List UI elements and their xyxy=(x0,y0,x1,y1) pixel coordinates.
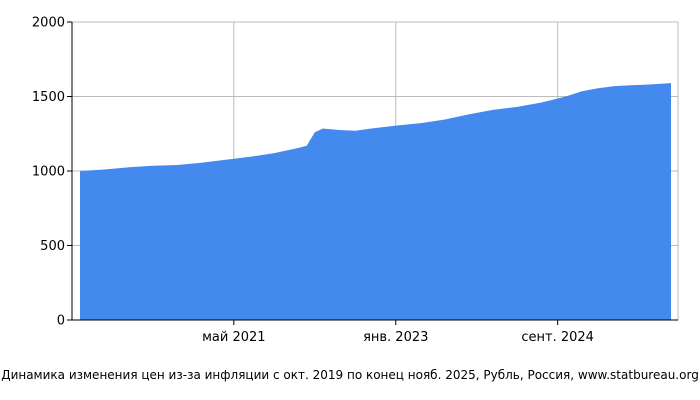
series-area xyxy=(80,83,671,320)
chart-caption: Динамика изменения цен из-за инфляции с … xyxy=(1,368,699,382)
axes: 0 500 1000 1500 2000 май 2021 янв. 2023 сент. 2… xyxy=(32,16,678,345)
y-tick-label: 0 xyxy=(57,314,65,329)
x-tick-label: май 2021 xyxy=(202,330,265,345)
x-tick-label: сент. 2024 xyxy=(521,330,594,345)
x-tick-label: янв. 2023 xyxy=(363,330,428,345)
y-tick-label: 1000 xyxy=(32,165,65,180)
y-tick-label: 1500 xyxy=(32,90,65,105)
y-tick-label: 2000 xyxy=(32,16,65,31)
y-tick-label: 500 xyxy=(40,239,65,254)
